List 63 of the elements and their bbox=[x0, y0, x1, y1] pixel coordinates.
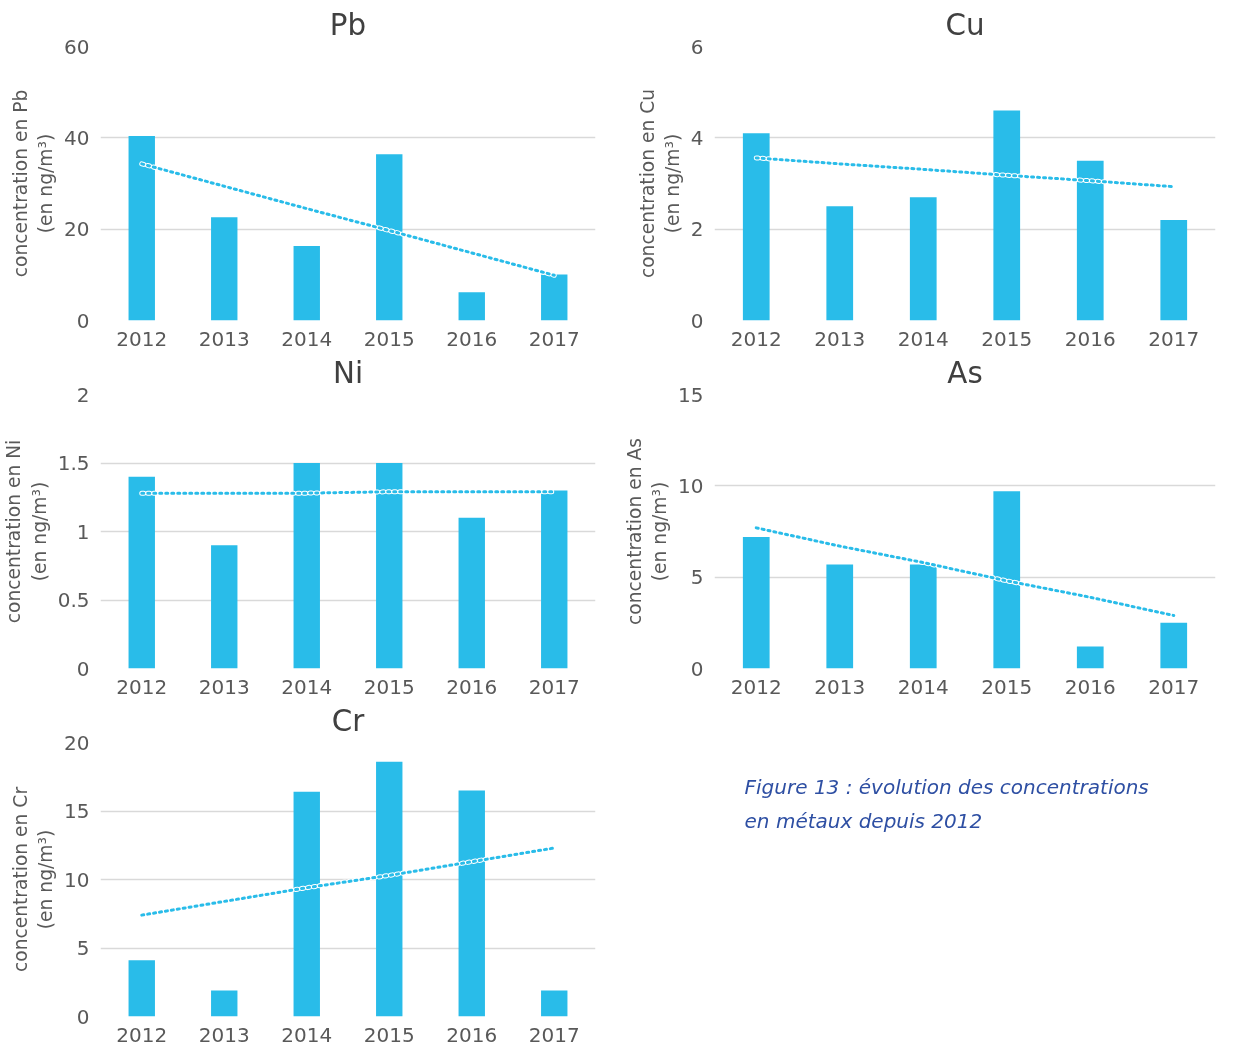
x-tick-label: 2013 bbox=[198, 674, 250, 699]
x-tick-label: 2014 bbox=[281, 326, 333, 351]
x-tick-label: 2015 bbox=[981, 674, 1033, 699]
x-tick-label: 2016 bbox=[446, 326, 498, 351]
chart-title: Pb bbox=[329, 7, 367, 42]
y-tick-label: 2 bbox=[690, 217, 704, 242]
y-tick-label: 10 bbox=[64, 867, 90, 892]
y-tick-label: 20 bbox=[64, 217, 90, 242]
chart-title: Cr bbox=[331, 703, 366, 738]
x-tick-label: 2015 bbox=[363, 674, 415, 699]
x-tick-label: 2016 bbox=[446, 674, 498, 699]
x-tick-label: 2012 bbox=[116, 674, 168, 699]
y-tick-label: 0 bbox=[76, 1004, 90, 1029]
x-tick-label: 2013 bbox=[814, 674, 866, 699]
y-tick-label: 15 bbox=[678, 382, 704, 407]
y-tick-label: 0 bbox=[76, 308, 90, 333]
y-tick-label: 5 bbox=[76, 936, 90, 960]
x-tick-label: 2017 bbox=[528, 1022, 580, 1047]
x-tick-label: 2013 bbox=[198, 1022, 250, 1047]
y-axis-title: concentration en As (en ng/m³) bbox=[623, 438, 671, 625]
y-tick-label: 1.5 bbox=[57, 451, 90, 475]
y-tick-label: 20 bbox=[64, 730, 90, 755]
x-tick-label: 2016 bbox=[446, 1022, 498, 1047]
x-tick-label: 2013 bbox=[198, 326, 250, 351]
x-tick-label: 2017 bbox=[528, 674, 580, 699]
y-tick-label: 10 bbox=[678, 473, 704, 498]
y-tick-label: 5 bbox=[690, 565, 704, 590]
y-axis-title: concentration en Cu (en ng/m³) bbox=[636, 88, 683, 279]
y-tick-label: 40 bbox=[64, 125, 90, 150]
y-axis-title: concentration en Cr (en ng/m³) bbox=[9, 786, 57, 973]
x-tick-label: 2017 bbox=[528, 326, 580, 351]
x-tick-label: 2015 bbox=[363, 326, 415, 351]
x-tick-label: 2016 bbox=[1064, 674, 1116, 699]
x-tick-label: 2012 bbox=[730, 326, 782, 351]
x-tick-label: 2014 bbox=[281, 674, 333, 699]
y-tick-label: 4 bbox=[690, 125, 704, 150]
y-tick-label: 0 bbox=[690, 656, 704, 681]
x-tick-label: 2014 bbox=[897, 674, 949, 699]
x-tick-label: 2017 bbox=[1148, 326, 1200, 351]
y-tick-label: 2 bbox=[76, 382, 90, 407]
y-axis-title: concentration en Ni (en ng/m³) bbox=[3, 439, 50, 624]
y-tick-label: 0.5 bbox=[57, 588, 90, 612]
x-tick-label: 2015 bbox=[981, 326, 1033, 351]
x-tick-label: 2013 bbox=[814, 326, 866, 351]
x-tick-label: 2017 bbox=[1148, 674, 1200, 699]
y-axis-title: concentration en Pb (en ng/m³) bbox=[9, 89, 57, 278]
y-tick-label: 1 bbox=[76, 519, 90, 544]
caption: Figure 13 : évolution des concentrations en métaux depuis 2012 bbox=[744, 775, 1149, 833]
chart-title: Cu bbox=[945, 7, 985, 42]
x-tick-label: 2016 bbox=[1064, 326, 1116, 351]
x-tick-label: 2012 bbox=[730, 674, 782, 699]
y-tick-label: 0 bbox=[76, 656, 90, 681]
chart-title: Ni bbox=[332, 355, 364, 390]
y-tick-label: 60 bbox=[64, 34, 90, 59]
x-tick-label: 2014 bbox=[897, 326, 949, 351]
x-tick-label: 2012 bbox=[116, 326, 168, 351]
chart-title: As bbox=[947, 355, 983, 390]
x-tick-label: 2014 bbox=[281, 1022, 333, 1047]
x-tick-label: 2015 bbox=[363, 1022, 415, 1047]
x-tick-label: 2012 bbox=[116, 1022, 168, 1047]
y-tick-label: 6 bbox=[690, 34, 704, 59]
y-tick-label: 0 bbox=[690, 308, 704, 333]
y-tick-label: 15 bbox=[64, 799, 90, 823]
